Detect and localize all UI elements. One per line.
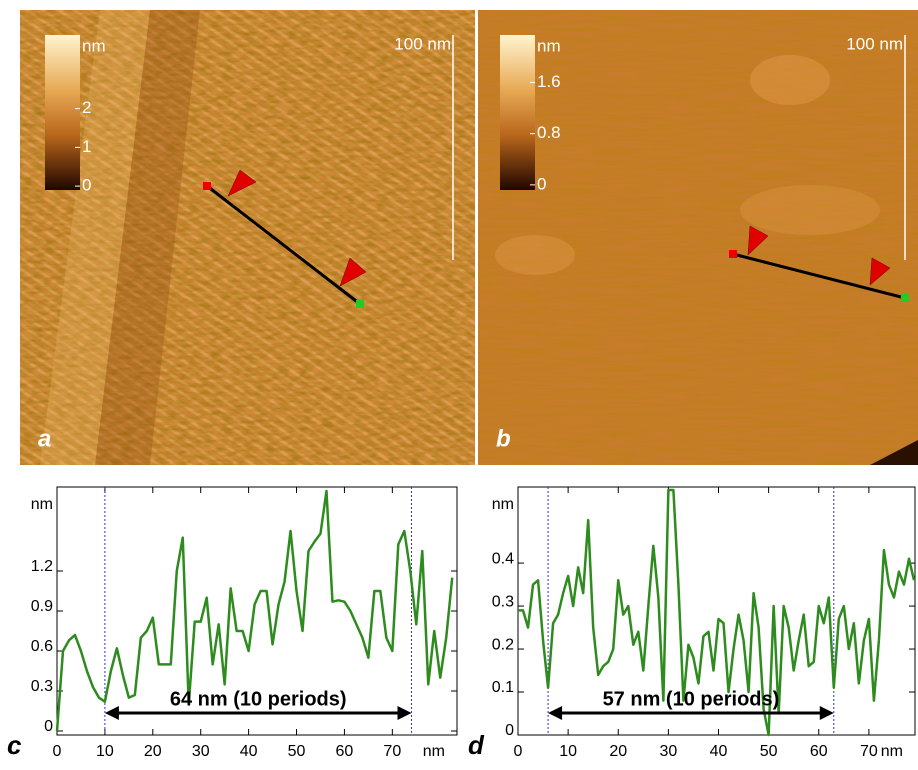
x-tick-label: 0 — [53, 743, 62, 760]
afm-image-b — [478, 10, 918, 465]
annotation: 64 nm (10 periods) — [170, 688, 347, 710]
colorbar-tick-label: 0 — [82, 176, 91, 195]
y-tick-label: 1.2 — [31, 558, 53, 575]
x-tick-label: 70 — [383, 743, 401, 760]
y-tick-label: 0.3 — [492, 593, 514, 610]
arrow-head — [104, 706, 119, 720]
y-tick-label: 0.6 — [31, 638, 53, 655]
x-tick-label: 10 — [559, 743, 577, 760]
x-tick-label: 30 — [192, 743, 210, 760]
x-axis-label: nm — [881, 743, 903, 760]
scale-bar-label: 100 nm — [846, 34, 903, 53]
panel-label: a — [38, 425, 51, 452]
panel-label: b — [496, 425, 511, 452]
x-tick-label: 60 — [336, 743, 354, 760]
panel-label: d — [468, 730, 485, 760]
colorbar-tick-label: 0 — [537, 174, 546, 193]
x-tick-label: 0 — [514, 743, 523, 760]
x-axis-label: nm — [423, 743, 445, 760]
x-tick-label: 20 — [144, 743, 162, 760]
x-tick-label: 70 — [860, 743, 878, 760]
panel-label: c — [7, 730, 22, 760]
annotation: 57 nm (10 periods) — [603, 688, 780, 710]
afm-image-a — [20, 10, 475, 465]
x-tick-label: 50 — [760, 743, 778, 760]
y-tick-label: 0.1 — [492, 679, 514, 696]
profile-line — [55, 489, 454, 732]
arrow-head — [819, 706, 834, 720]
x-tick-label: 30 — [659, 743, 677, 760]
y-axis-label: nm — [31, 496, 53, 513]
x-tick-label: 50 — [288, 743, 306, 760]
x-tick-label: 20 — [609, 743, 627, 760]
y-tick-label: 0.2 — [492, 636, 514, 653]
x-tick-label: 60 — [810, 743, 828, 760]
y-tick-label: 0.3 — [31, 678, 53, 695]
colorbar-tick-label: 1 — [82, 137, 91, 156]
colorbar-tick-label: 1.6 — [537, 72, 561, 91]
y-tick-label: 0 — [505, 722, 514, 739]
scale-bar-label: 100 nm — [394, 34, 451, 53]
colorbar-unit: nm — [82, 36, 106, 55]
profile-line — [518, 488, 916, 737]
y-tick-label: 0.9 — [31, 598, 53, 615]
colorbar-tick-label: 2 — [82, 98, 91, 117]
y-tick-label: 0.4 — [492, 550, 514, 567]
y-axis-label: nm — [492, 496, 514, 513]
colorbar-unit: nm — [537, 36, 561, 55]
x-tick-label: 40 — [240, 743, 258, 760]
x-tick-label: 10 — [96, 743, 114, 760]
y-tick-label: 0 — [44, 718, 53, 735]
x-tick-label: 40 — [710, 743, 728, 760]
arrow-head — [397, 706, 412, 720]
arrow-head — [548, 706, 563, 720]
colorbar-tick-label: 0.8 — [537, 123, 561, 142]
